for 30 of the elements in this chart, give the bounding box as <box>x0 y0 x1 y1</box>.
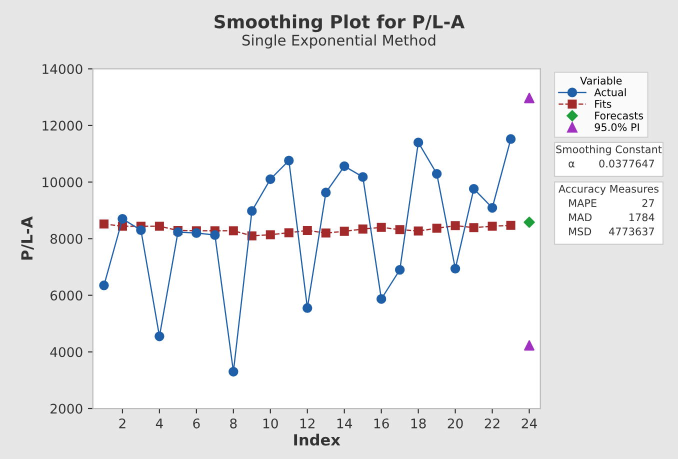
legend-title: Variable <box>580 76 622 85</box>
y-tick-label: 4000 <box>50 347 82 358</box>
x-tick-label: 20 <box>448 418 463 428</box>
text: Accuracy Measures MAPE 27 MAD 1784 MSD 4773637 <box>558 185 659 236</box>
y-tick-label: 10000 <box>42 177 82 188</box>
y-tick-label: 8000 <box>50 234 82 244</box>
chart-title: Smoothing Plot for P/L-A <box>214 14 465 32</box>
y-tick-label: 6000 <box>50 290 82 300</box>
x-axis-title: Index <box>294 434 340 446</box>
x-tick-label: 6 <box>193 418 200 428</box>
x-tick-label: 4 <box>156 418 163 428</box>
y-axis-title: P/L-A <box>21 216 34 260</box>
text: Smoothing Constant α 0.0377647 <box>556 145 662 168</box>
legend-label: Fits <box>595 100 612 108</box>
chart-subtitle: Single Exponential Method <box>242 34 436 49</box>
legend-label: Forecasts <box>595 112 644 120</box>
legend-label: Actual <box>594 88 626 96</box>
x-tick-label: 16 <box>374 418 389 428</box>
y-tick-label: 2000 <box>50 404 82 414</box>
legend-label: 95.0% PI <box>594 123 639 132</box>
x-tick-label: 18 <box>411 418 426 428</box>
x-tick-label: 22 <box>484 418 500 428</box>
y-tick-label: 14000 <box>42 64 82 74</box>
x-tick-label: 2 <box>119 418 126 428</box>
x-tick-label: 10 <box>263 418 278 428</box>
x-tick-label: 24 <box>522 418 537 428</box>
x-tick-label: 12 <box>300 418 314 428</box>
x-tick-label: 8 <box>230 418 237 428</box>
x-tick-label: 14 <box>337 418 352 428</box>
y-tick-label: 12000 <box>42 120 82 131</box>
